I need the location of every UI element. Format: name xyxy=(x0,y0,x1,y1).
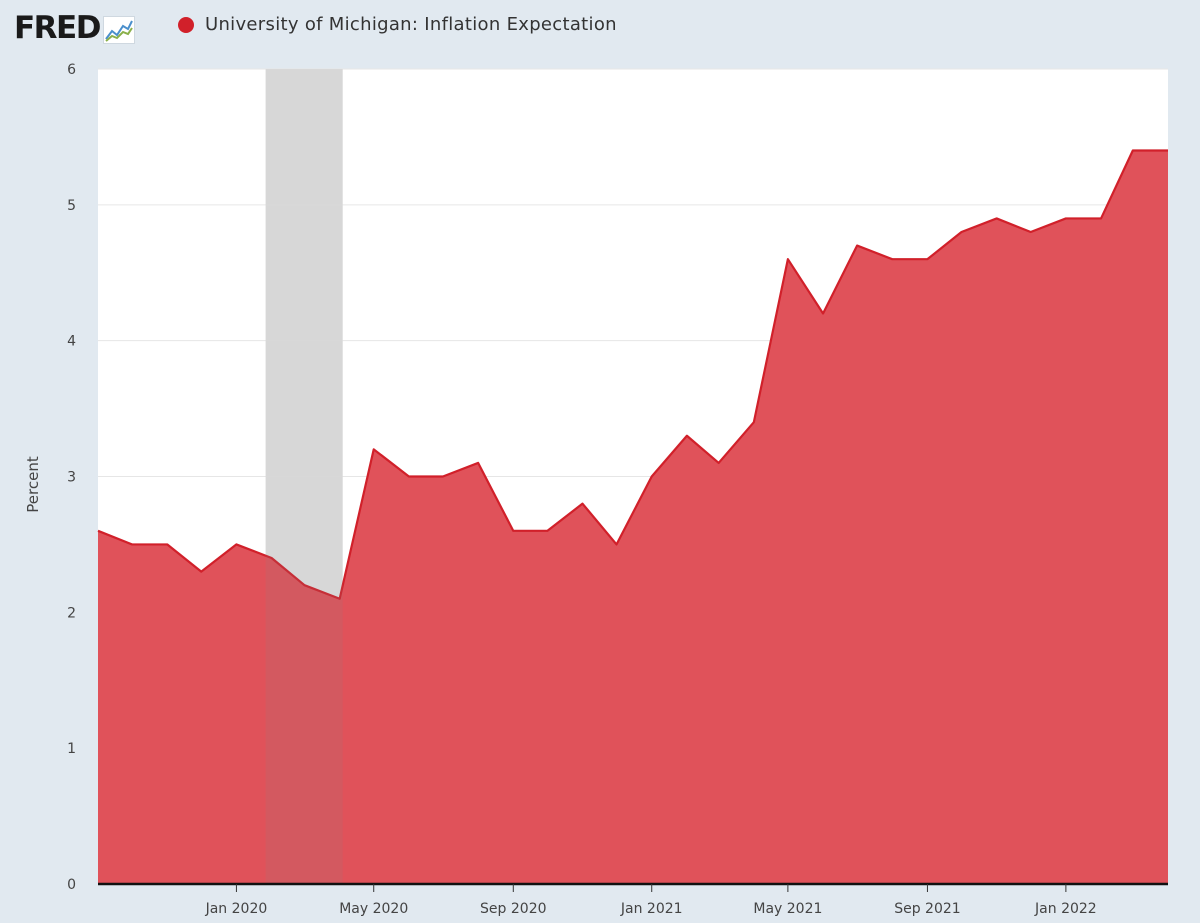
fred-line-graph-icon xyxy=(102,16,135,44)
y-tick-label-6: 6 xyxy=(67,62,76,78)
series-legend-label: University of Michigan: Inflation Expect… xyxy=(205,14,617,35)
y-tick-label-2: 2 xyxy=(67,605,76,621)
y-tick-label-5: 5 xyxy=(67,198,76,214)
series-area xyxy=(97,149,1168,884)
recession-overlay xyxy=(265,69,343,884)
x-tick-label-3: Jan 2021 xyxy=(620,901,683,917)
y-tick-label-0: 0 xyxy=(67,877,76,893)
y-tick-label-1: 1 xyxy=(67,741,76,757)
y-axis-ticks: 0 1 2 3 4 5 6 xyxy=(67,62,76,893)
fred-logo-text: FRED xyxy=(14,10,101,46)
series-line xyxy=(97,149,1168,600)
fred-logo[interactable]: FRED xyxy=(14,8,135,48)
series-color-dot xyxy=(178,16,194,33)
x-tick-label-4: May 2021 xyxy=(753,901,822,917)
x-axis-ticks: Jan 2020 May 2020 Sep 2020 Jan 2021 May 2021… xyxy=(205,884,1097,917)
x-tick-label-5: Sep 2021 xyxy=(894,901,960,917)
y-tick-label-4: 4 xyxy=(67,334,76,350)
y-tick-label-3: 3 xyxy=(67,470,76,486)
chart-header: FRED University of Michigan: Inflation E… xyxy=(0,0,1200,62)
y-axis-title: Percent xyxy=(24,456,42,513)
series-legend[interactable]: University of Michigan: Inflation Expect… xyxy=(178,14,617,35)
x-tick-label-6: Jan 2022 xyxy=(1034,901,1097,917)
recession-overlay-band-0 xyxy=(265,69,343,884)
x-tick-label-2: Sep 2020 xyxy=(480,901,546,917)
series-area-fill xyxy=(98,150,1168,884)
x-tick-label-0: Jan 2020 xyxy=(205,901,268,917)
x-tick-label-1: May 2020 xyxy=(339,901,408,917)
